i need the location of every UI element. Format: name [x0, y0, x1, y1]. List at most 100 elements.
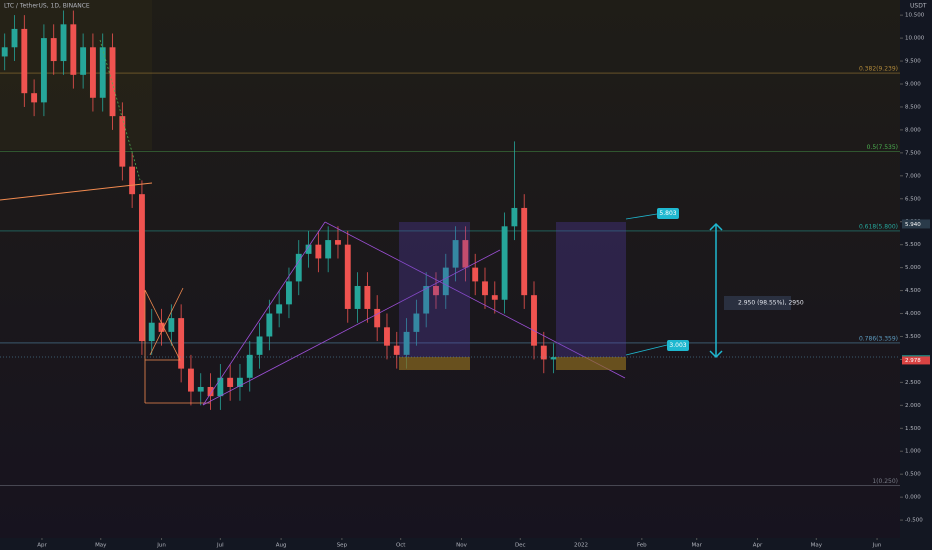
candle-body: [109, 47, 116, 117]
candle-body: [491, 295, 498, 300]
candle-body: [276, 304, 283, 314]
candle-body: [384, 327, 390, 346]
candle-body: [197, 386, 204, 392]
y-tick-label: 2.500: [905, 380, 921, 386]
candle-body: [168, 318, 175, 332]
callout-text: 3.003: [669, 342, 686, 349]
y-tick-label: 0.000: [905, 495, 921, 501]
candle-body: [452, 240, 459, 268]
y-tick-label: 1.500: [905, 426, 921, 432]
fib-label: 0.786(3.359): [859, 335, 898, 342]
price-tag-label: 2.978: [905, 358, 921, 364]
candle-body: [21, 28, 28, 94]
y-tick-label: 8.000: [905, 127, 921, 133]
candle-body: [227, 377, 234, 387]
candle-body: [531, 295, 537, 346]
candle-body: [335, 240, 341, 245]
candle-body: [472, 267, 479, 282]
x-tick-label: Mar: [692, 543, 703, 549]
x-tick-label: Jun: [156, 543, 166, 549]
trend-line: [0, 182, 153, 201]
y-tick-label: -0.500: [905, 518, 923, 524]
candle-body: [31, 93, 38, 103]
price-tag: [902, 220, 930, 229]
x-tick-label: May: [95, 543, 107, 549]
trend-line: [99, 39, 141, 181]
y-tick-label: 2.000: [905, 403, 921, 409]
trend-line: [202, 221, 326, 406]
target-box: [399, 222, 470, 357]
x-tick-label: Sep: [337, 543, 348, 549]
candle-body: [403, 331, 410, 355]
time-axis: [0, 538, 900, 550]
candle-body: [521, 207, 528, 296]
fib-label: 0.382(9.239): [859, 66, 898, 73]
y-tick-label: 10.000: [905, 36, 925, 42]
measure-text: 2.950 (98.55%), 2950: [738, 300, 804, 307]
candle-body: [178, 318, 185, 369]
trend-line: [324, 221, 626, 379]
candle-body: [158, 322, 165, 332]
candle-body: [11, 28, 18, 48]
candle-body: [344, 244, 351, 309]
y-tick-label: 10.500: [905, 13, 925, 19]
candle-body: [187, 368, 194, 392]
candle-body: [315, 244, 322, 259]
price-axis: [900, 0, 932, 550]
candle-body: [540, 345, 547, 360]
candle-body: [246, 354, 253, 378]
candle-body: [89, 47, 96, 98]
fib-levels: 0.382(9.239) 0.5(7.535) 0.618(5.800) 0.786(…: [0, 66, 900, 486]
candle-body: [511, 207, 518, 227]
candle-body: [413, 313, 420, 332]
y-tick-label: 4.000: [905, 311, 921, 317]
candle-body: [325, 240, 332, 259]
candle-body: [256, 336, 263, 355]
candle-body: [462, 240, 469, 268]
y-tick-label: 0.500: [905, 472, 921, 478]
y-tick-label: 8.500: [905, 104, 921, 110]
measure-box: [724, 296, 791, 310]
candle-body: [237, 377, 243, 387]
callout-line: [625, 213, 658, 220]
fib-label: 1(0.250): [872, 478, 898, 485]
x-tick-label: Nov: [456, 543, 467, 549]
candle-body: [129, 166, 136, 195]
drawings: [0, 39, 900, 406]
y-tick-label: 7.500: [905, 150, 921, 156]
y-tick-label: 1.000: [905, 449, 921, 455]
stop-box: [399, 357, 470, 370]
candle-body: [393, 345, 400, 355]
y-tick-label: 5.500: [905, 242, 921, 248]
trend-line: [202, 249, 501, 406]
candles: [1, 10, 557, 410]
x-tick-label: Apr: [37, 543, 47, 549]
x-tick-label: May: [811, 543, 823, 549]
x-tick-label: Apr: [753, 543, 763, 549]
y-tick-label: 3.500: [905, 334, 921, 340]
y-tick-label: 4.500: [905, 288, 921, 294]
trend-line: [149, 287, 184, 356]
candle-body: [60, 24, 67, 62]
candle-body: [80, 47, 87, 75]
chart-title: LTC / TetherUS, 1D, BINANCE: [4, 3, 90, 10]
callout-line: [625, 344, 668, 356]
y-tick-label: 9.000: [905, 82, 921, 88]
price-tag: [902, 356, 930, 365]
candle-body: [433, 285, 439, 296]
candle-body: [50, 38, 57, 62]
candle-body: [217, 377, 224, 397]
x-tick-label: Oct: [396, 543, 406, 549]
y-tick-label: 5.000: [905, 265, 921, 271]
candle-body: [40, 38, 47, 103]
candle-body: [442, 267, 449, 296]
y-tick-label: 6.500: [905, 196, 921, 202]
x-tick-label: 2022: [574, 543, 588, 549]
candle-body: [266, 313, 273, 337]
callout-box: [657, 208, 679, 219]
candle-body: [374, 308, 381, 328]
callout-box: [667, 340, 689, 351]
axis-unit: USDT: [910, 3, 927, 10]
fib-label: 0.5(7.535): [867, 144, 898, 151]
